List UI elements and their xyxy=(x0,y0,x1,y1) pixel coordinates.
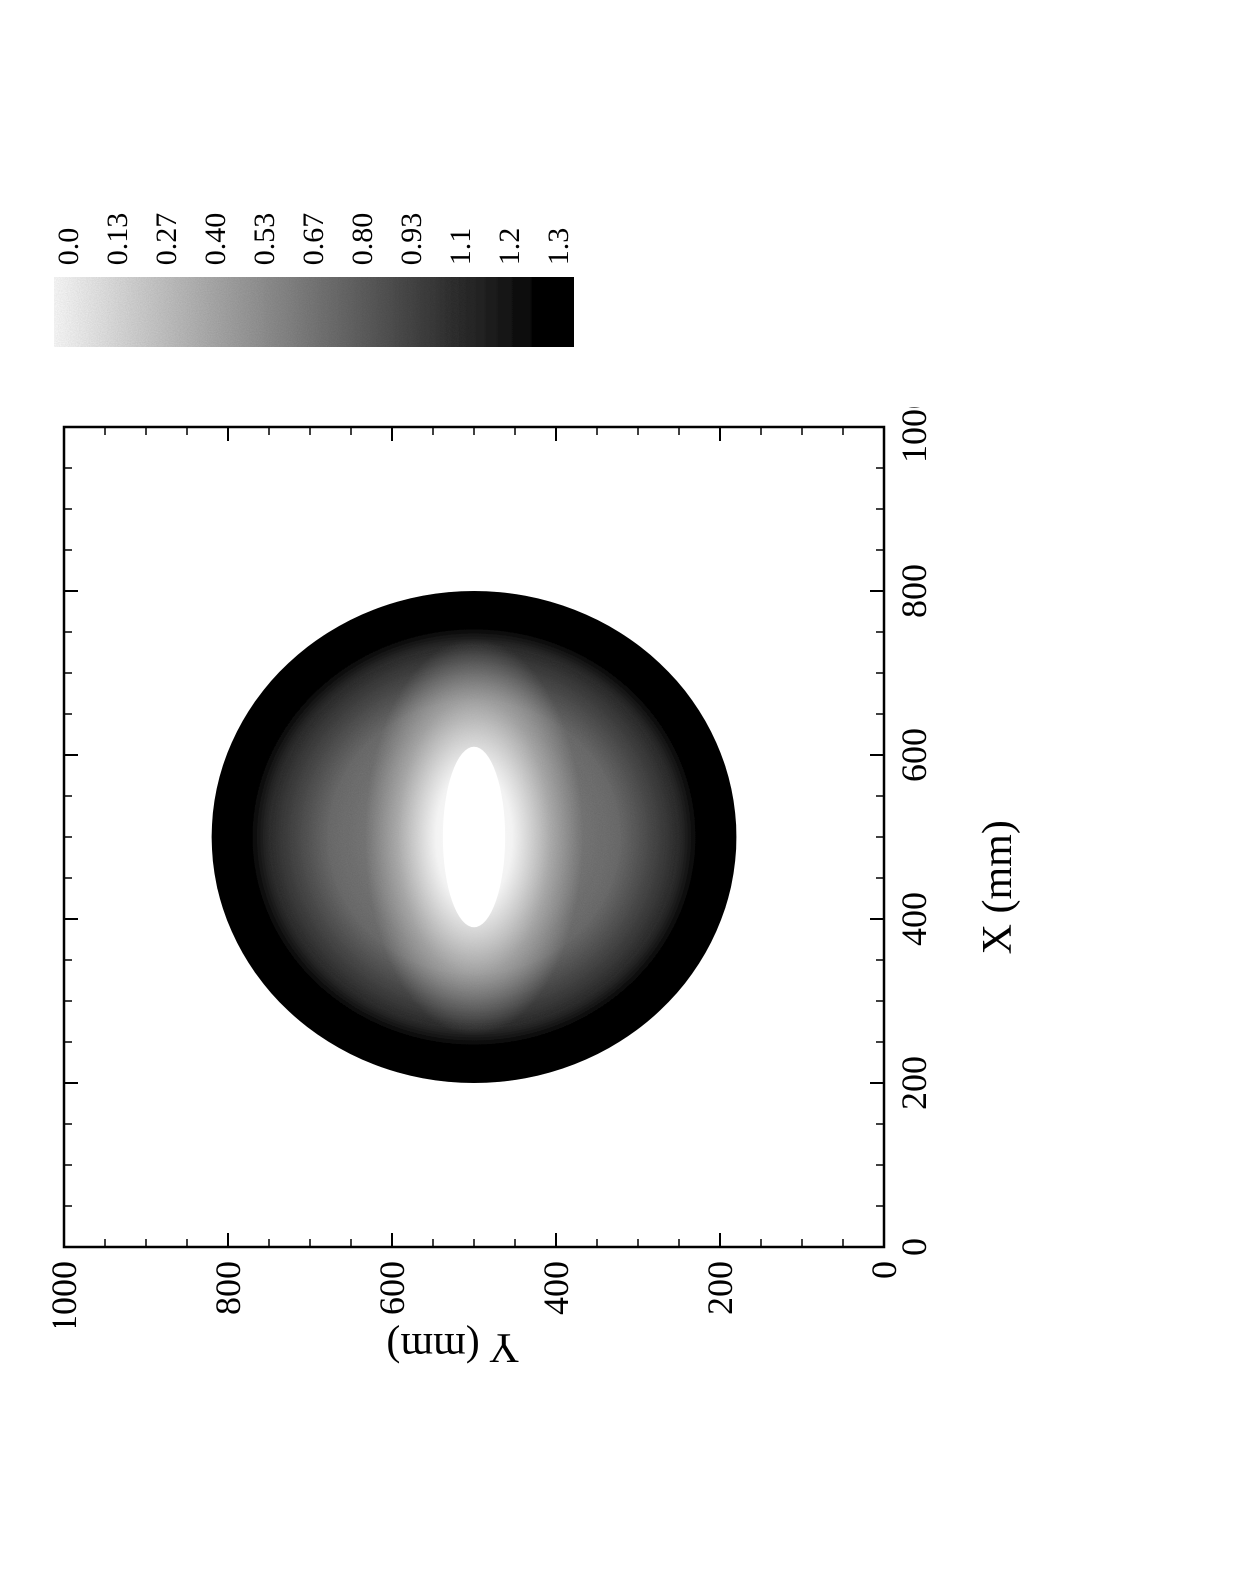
svg-text:0: 0 xyxy=(894,1238,934,1256)
svg-text:1000: 1000 xyxy=(894,407,934,463)
figure-row: Y (mm) 020040060080010000200400600800100… xyxy=(44,240,1022,1340)
colorbar-tick-label: 0.13 xyxy=(103,213,133,266)
figure-title: FIG. 2B xyxy=(0,240,14,1340)
plot-wrapper: Y (mm) 020040060080010000200400600800100… xyxy=(44,407,1022,1367)
y-axis-label: Y (mm) xyxy=(479,1323,519,1371)
svg-text:1000: 1000 xyxy=(44,1261,84,1327)
svg-text:600: 600 xyxy=(372,1261,412,1315)
svg-text:600: 600 xyxy=(894,728,934,782)
plot-and-ylabel: Y (mm) 020040060080010000200400600800100… xyxy=(44,407,954,1367)
rotated-figure-container: FIG. 2B Y (mm) 0200400600800100002004006… xyxy=(0,240,1240,1340)
colorbar-tick-label: 0.80 xyxy=(348,213,378,266)
colorbar-labels: 0.0 0.13 0.27 0.40 0.53 0.67 0.80 0.93 1.1 1.2 1.3 xyxy=(54,213,574,266)
colorbar-tick-label: 0.67 xyxy=(299,213,329,266)
x-axis-label: X (mm) xyxy=(974,820,1022,954)
colorbar-tick-label: 0.27 xyxy=(152,213,182,266)
svg-text:0: 0 xyxy=(864,1261,904,1279)
colorbar-tick-label: 0.0 xyxy=(54,213,84,266)
plot-box: 0 200 400 600 800 1000 0 200 400 600 800 1000 xyxy=(44,407,954,1327)
svg-text:200: 200 xyxy=(894,1056,934,1110)
svg-text:200: 200 xyxy=(700,1261,740,1315)
colorbar-tick-label: 1.1 xyxy=(446,213,476,266)
colorbar-tick-label: 1.3 xyxy=(544,213,574,266)
colorbar-tick-label: 1.2 xyxy=(495,213,525,266)
colorbar-tick-label: 0.53 xyxy=(250,213,280,266)
colorbar-wrapper: 0.0 0.13 0.27 0.40 0.53 0.67 0.80 0.93 1.1 1.2 1.3 xyxy=(54,213,574,348)
colorbar xyxy=(54,277,574,347)
page: FIG. 2B Y (mm) 0 200 400 600 800 1000 0 200 400 6… xyxy=(0,0,1240,1571)
svg-text:800: 800 xyxy=(894,564,934,618)
svg-text:800: 800 xyxy=(208,1261,248,1315)
heatmap-plot: 0 200 400 600 800 1000 0 200 400 600 800 1000 xyxy=(44,407,954,1327)
colorbar-tick-label: 0.40 xyxy=(201,213,231,266)
svg-text:400: 400 xyxy=(536,1261,576,1315)
svg-text:400: 400 xyxy=(894,892,934,946)
colorbar-tick-label: 0.93 xyxy=(397,213,427,266)
